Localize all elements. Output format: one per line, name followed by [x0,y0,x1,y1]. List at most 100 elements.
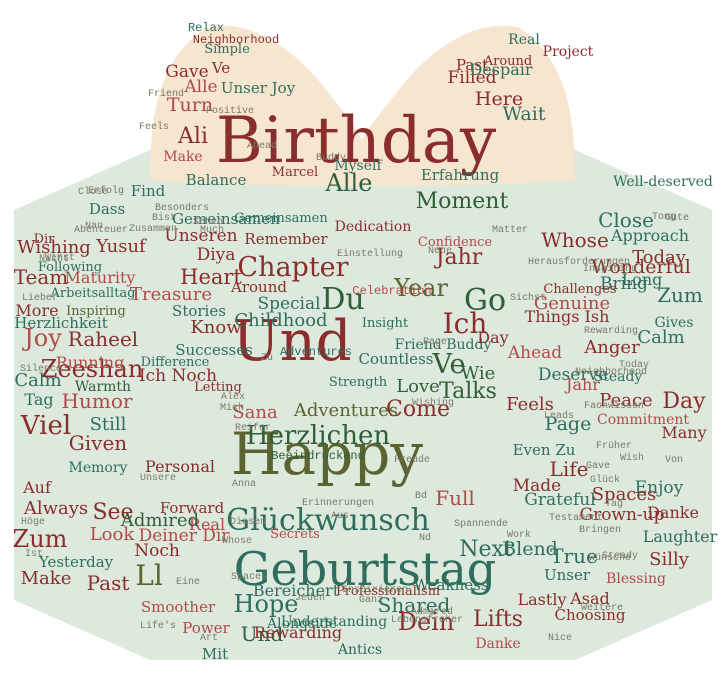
cloud-word: Neighborhood [193,33,279,47]
cloud-word: Nan [85,221,103,232]
cloud-word: Much [200,224,224,236]
cloud-word: Feels [139,121,169,133]
cloud-word: Commitment [597,412,689,428]
cloud-word: More [15,301,58,320]
cloud-word: Auf [22,478,52,497]
cloud-word: Love [396,376,440,397]
cloud-word: Gemeinsamen [234,211,328,226]
cloud-word: Around [483,54,533,69]
cloud-word: Close [78,186,108,198]
cloud-word: Gives [654,315,693,331]
cloud-word: Neighborhood [575,366,647,378]
cloud-word: Inspiring [66,304,126,319]
cloud-word: Professionalism [336,584,440,599]
cloud-word: Confidence [418,235,492,250]
cloud-word: Art [200,633,218,644]
cloud-word: Mich [220,402,244,414]
cloud-word: Alongside [266,616,337,632]
cloud-word: Forward [160,499,225,517]
cloud-word: Spannende [454,518,508,530]
cloud-word: Marcel [272,165,318,180]
cloud-word: Von [665,455,683,466]
cloud-word: Unser [544,566,591,584]
cloud-word: Heart [180,265,242,289]
cloud-word: Approach [610,226,689,245]
cloud-word: Silly [649,549,690,570]
cloud-word: Real [189,515,225,534]
cloud-word: Maturity [65,268,136,287]
cloud-word: Adventures [280,345,352,359]
cloud-word: Always [23,498,88,519]
cloud-word: Still [90,414,127,435]
gift-bow [150,25,575,186]
cloud-word: Deserve [538,365,608,385]
cloud-word: Beeindruckend [271,449,365,463]
cloud-word: Leads [544,410,574,422]
cloud-word: Challenges [543,282,616,297]
cloud-word: Lastly [518,590,567,609]
cloud-word: Diesen [230,516,266,528]
cloud-word: Around [230,278,287,296]
cloud-word: Real [508,32,540,48]
cloud-word: Alle [183,77,217,97]
cloud-word: Zusammen [129,224,177,235]
cloud-word: Silence [20,363,62,375]
cloud-word: Nd [419,532,431,544]
cloud-word: Work [507,529,531,541]
cloud-word: Herausforderungen [528,256,630,268]
cloud-word: Abenteuer [74,224,128,236]
cloud-word: Choosing [555,606,626,624]
cloud-word: Herzlichen [246,421,391,451]
cloud-word: Yusuf [95,236,147,257]
cloud-word: Weitere [581,602,623,614]
cloud-word: Raheel [68,327,138,351]
cloud-word: Zum [13,525,68,553]
cloud-word: Simple [204,42,250,57]
cloud-word: Glückwunsch [226,503,430,538]
cloud-word: Grown-up [579,505,664,525]
cloud-word: Wait [503,103,546,125]
cloud-word: Tag [605,499,623,510]
cloud-word: Freude [394,454,430,466]
cloud-word: Antics [337,642,382,658]
cloud-word: Ll [135,559,163,592]
word-layer: Birthday Und Happy Geburtstag Glückwunsch Her… [13,21,718,663]
cloud-word: Memory [69,460,128,476]
cloud-word: True [550,544,598,568]
cloud-word: Deiner Dir [139,526,231,546]
cloud-word: Anger [583,337,640,358]
cloud-word: Life [550,457,589,481]
cloud-word: Given [69,431,128,455]
cloud-word: Buddy [316,152,346,164]
cloud-word: Geburtstag [234,542,496,596]
cloud-word: Dein [398,608,455,636]
cloud-word: Celebration [352,284,431,298]
cloud-word: Joy [21,324,62,352]
cloud-word: Bd [415,490,427,502]
cloud-word: Past [87,571,130,595]
cloud-word: Today [632,247,687,268]
cloud-word: Ve [211,59,230,77]
cloud-word: Know [190,317,242,338]
cloud-word: Ist [25,549,43,560]
cloud-word: Balance [186,171,247,189]
cloud-word: Zu [261,353,273,364]
cloud-word: Page [423,337,447,348]
cloud-word: Inspirieren [342,584,408,596]
cloud-word: Turn [167,94,213,116]
cloud-word: Weakness [413,576,488,594]
cloud-word: Following [38,260,102,275]
cloud-word: Sehen [193,216,223,228]
cloud-word: Anna [232,479,256,490]
cloud-word: Matter [492,225,528,236]
cloud-word: Bring [600,274,648,294]
cloud-word: Steady [602,550,638,562]
cloud-word: Du [321,282,364,317]
cloud-word: Treasure [130,284,212,305]
cloud-word: Testament [549,513,603,524]
cloud-word: Zeeshan [41,355,144,383]
cloud-word: Well-deserved [613,174,713,190]
cloud-word: Höge [21,516,45,528]
cloud-word: Myself [334,158,383,174]
cloud-word: Diya [197,245,236,265]
